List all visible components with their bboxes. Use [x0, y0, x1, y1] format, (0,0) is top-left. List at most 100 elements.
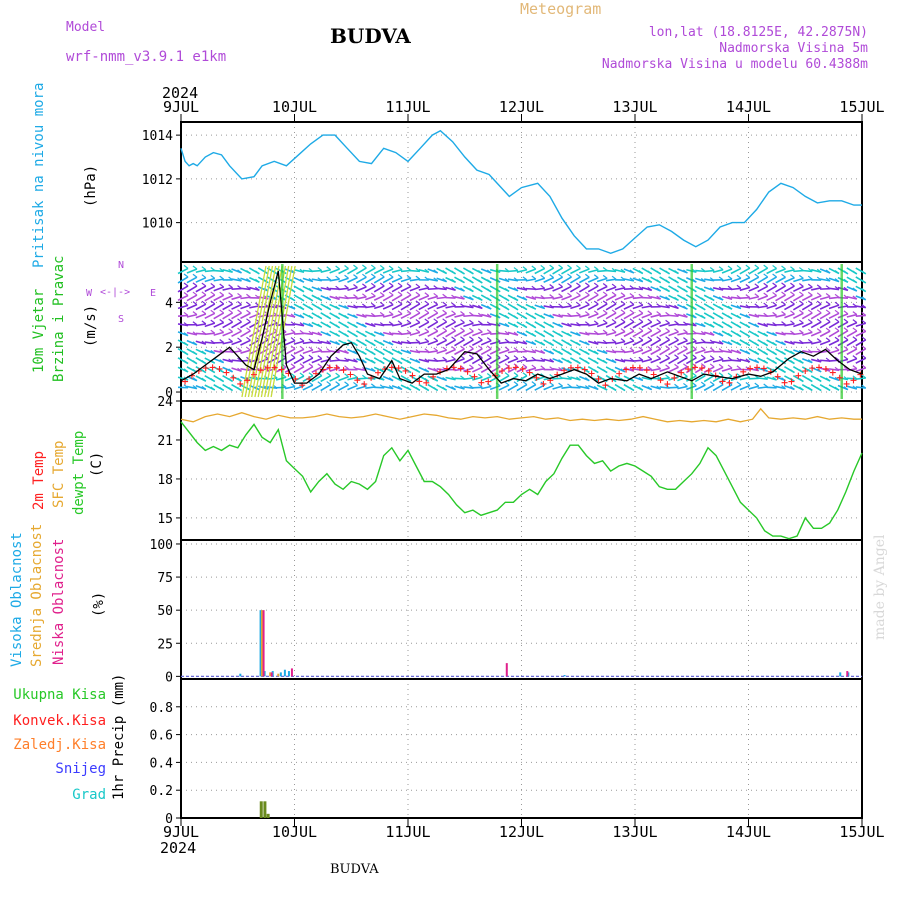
- wind-arrow-head: [415, 386, 421, 391]
- wind-arrow-head: [727, 265, 733, 270]
- wind-arrow-head: [442, 386, 448, 391]
- wind-arrow: [632, 312, 644, 320]
- wind-arrow-head: [825, 337, 831, 342]
- wind-arrow: [632, 349, 644, 354]
- wind-arrow: [819, 321, 831, 329]
- wind-arrow-head: [638, 301, 644, 306]
- wind-gust-marker: [237, 380, 244, 387]
- cloud-bar-low: [290, 668, 293, 677]
- wind-gust-marker: [450, 364, 457, 371]
- wind-gust-marker: [836, 374, 843, 381]
- wind-arrow: [578, 294, 590, 302]
- wind-arrow-head: [379, 301, 385, 306]
- wind-arrow-head: [584, 341, 590, 346]
- y-tick-label: 0.4: [150, 756, 174, 771]
- wind-arrow-head: [424, 300, 430, 305]
- wind-arrow: [284, 385, 296, 390]
- wind-arrow-head: [691, 345, 697, 350]
- wind-arrow-head: [611, 300, 617, 305]
- wind-arrow-head: [816, 387, 822, 392]
- wind-arrow: [703, 357, 715, 364]
- wind-arrow: [391, 323, 403, 327]
- wind-arrow: [231, 330, 242, 338]
- wind-arrow: [481, 331, 492, 336]
- wind-arrow: [231, 340, 242, 346]
- wind-arrow: [231, 287, 242, 291]
- wind-arrow: [596, 303, 608, 311]
- wind-arrow-head: [807, 359, 813, 364]
- wind-arrow-head: [219, 275, 225, 280]
- wind-arrow-head: [344, 373, 349, 378]
- wind-arrow: [632, 287, 643, 291]
- wind-arrow-head: [353, 284, 358, 289]
- wind-arrow-head: [638, 293, 644, 298]
- wind-arrow-head: [825, 377, 831, 382]
- cloud-bar-high: [263, 671, 266, 677]
- wind-arrow-head: [326, 372, 332, 377]
- wind-arrow: [356, 385, 367, 390]
- wind-arrow-head: [290, 313, 296, 318]
- wind-arrow-head: [308, 372, 314, 377]
- wind-arrow-head: [691, 372, 697, 377]
- wind-gust-marker: [395, 365, 402, 372]
- wind-arrow-head: [754, 333, 760, 338]
- wind-arrow-head: [477, 383, 483, 388]
- wind-arrow-head: [424, 348, 430, 353]
- wind-arrow-head: [531, 381, 537, 386]
- wind-arrow: [641, 313, 653, 319]
- wind-arrow-head: [272, 270, 278, 275]
- wind-arrow-head: [629, 301, 635, 305]
- wind-arrow-head: [683, 337, 688, 342]
- wind-arrow-head: [522, 315, 528, 320]
- wind-arrow-head: [816, 292, 822, 297]
- wind-arrow: [775, 313, 786, 318]
- wind-arrow-head: [433, 367, 439, 372]
- wind-arrow-head: [201, 340, 207, 345]
- wind-gust-marker: [623, 366, 630, 373]
- wind-arrow: [454, 377, 465, 380]
- wind-arrow-head: [576, 341, 581, 346]
- wind-arrow: [623, 321, 635, 329]
- wind-arrow: [364, 267, 376, 275]
- wind-arrow: [597, 341, 608, 345]
- wind-arrow-head: [549, 358, 555, 363]
- wind-arrow-head: [299, 306, 305, 310]
- wind-arrow-head: [754, 359, 760, 364]
- wind-arrow-head: [638, 336, 644, 341]
- wind-arrow-head: [843, 327, 849, 332]
- wind-arrow-head: [397, 300, 403, 305]
- y-tick-label: 4: [165, 296, 173, 311]
- wind-arrow-head: [308, 322, 314, 327]
- wind-arrow-head: [798, 359, 804, 364]
- wind-arrow: [471, 339, 483, 347]
- cloud-bar-high: [839, 672, 842, 677]
- wind-arrow-head: [718, 363, 724, 368]
- wind-arrow-head: [308, 338, 314, 343]
- wind-arrow-head: [763, 292, 769, 297]
- wind-arrow: [222, 340, 233, 345]
- y-tick-label: 1012: [142, 173, 173, 188]
- wind-arrow: [730, 287, 742, 291]
- wind-arrow: [445, 348, 456, 355]
- wind-arrow-head: [344, 305, 349, 310]
- wind-arrow-head: [210, 369, 216, 374]
- wind-arrow: [498, 332, 510, 336]
- wind-arrow-head: [290, 354, 296, 359]
- wind-arrow: [240, 330, 251, 338]
- year-top: 2024: [162, 84, 199, 102]
- wind-arrow: [641, 296, 652, 299]
- wind-arrow-head: [576, 360, 581, 365]
- wind-arrow-head: [763, 375, 769, 380]
- wind-arrow-head: [736, 357, 742, 362]
- wind-arrow: [222, 330, 233, 337]
- wind-arrow: [819, 330, 831, 338]
- wind-arrow-head: [255, 278, 260, 283]
- wind-arrow-head: [522, 340, 528, 345]
- wind-arrow-head: [362, 350, 367, 355]
- wind-arrow: [445, 313, 456, 319]
- wind-arrow-head: [567, 292, 572, 297]
- wind-arrow-head: [772, 376, 777, 381]
- wind-arrow: [570, 294, 581, 302]
- wind-arrow-head: [584, 377, 590, 382]
- wind-arrow: [855, 339, 867, 347]
